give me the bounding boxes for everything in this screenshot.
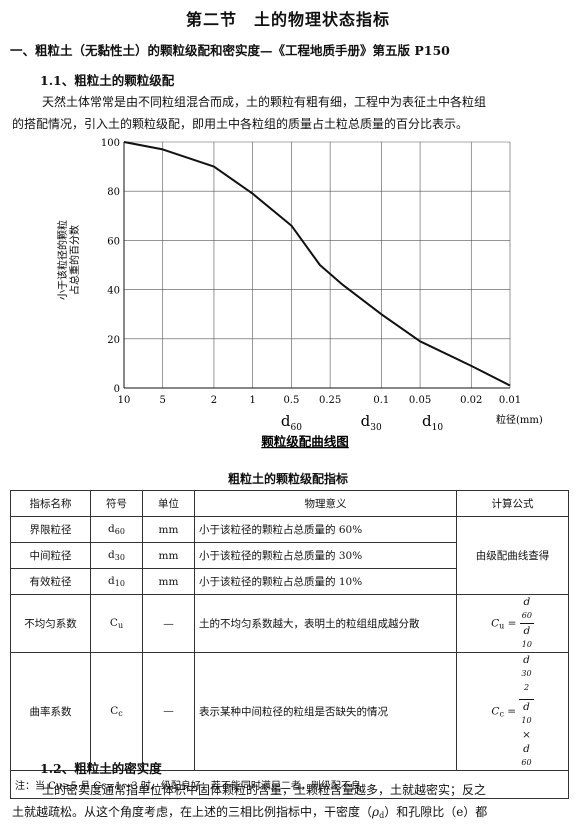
cell-name: 不均匀系数 (10, 594, 91, 653)
cell-meaning: 小于该粒径的颗粒占总质量的 30% (194, 542, 457, 569)
marker-d10-label: d10 (422, 412, 443, 433)
cell-unit: mm (142, 568, 195, 595)
table-title: 粗粒土的颗粒级配指标 (227, 472, 348, 486)
y-axis-label: 小于该粒径的颗粒 (56, 220, 69, 300)
formula-cc: Cc = d 30 2 d 10 × d 60 (456, 652, 569, 771)
paragraph-2-line-1: 土的密实度通常指单位体积中固体颗粒的含量，土颗粒含量越多，土就越密实；反之 (42, 783, 487, 797)
chart-title: 颗粒级配曲线图 (261, 434, 349, 449)
y-tick-label: 0 (114, 384, 120, 395)
cell-meaning: 小于该粒径的颗粒占总质量的 60% (194, 516, 457, 543)
cell-meaning: 小于该粒径的颗粒占总质量的 10% (194, 568, 457, 595)
cell-meaning: 表示某种中间粒径的粒组是否缺失的情况 (194, 652, 457, 771)
marker-subscript: 10 (432, 423, 444, 433)
heading-density: 1.2、粗粒土的密实度 (40, 761, 162, 776)
header-unit: 单位 (142, 490, 195, 517)
cell-symbol: d30 (90, 542, 143, 569)
gradation-curve-line (123, 141, 511, 387)
header-formula: 计算公式 (456, 490, 569, 517)
cell-unit: mm (142, 516, 195, 543)
y-tick-label: 20 (107, 335, 120, 346)
cell-symbol: d60 (90, 516, 143, 543)
x-tick-label: 10 (118, 395, 131, 406)
cell-name: 曲率系数 (10, 652, 91, 771)
table-row: 曲率系数 Cc — 表示某种中间粒径的粒组是否缺失的情况 Cc = d 30 2 d… (10, 652, 569, 771)
x-tick-label: 2 (211, 395, 217, 406)
heading-gradation: 1.1、粗粒土的颗粒级配 (40, 73, 175, 88)
y-tick-label: 40 (107, 286, 120, 297)
table-note: 注：当 Cu≥5 且 Cc=1～3 时，级配良好；若不能同时满足二者，则级配不良 (10, 769, 569, 799)
x-tick-label: 0.02 (460, 395, 482, 406)
marker-subscript: 30 (370, 423, 382, 433)
formula-cu: Cu = d 60 d 10 (456, 594, 569, 653)
cell-name: 中间粒径 (10, 542, 91, 569)
cell-symbol: Cc (90, 652, 143, 771)
paragraph-2-line-2: 土就越疏松。从这个角度考虑，在上述的三相比例指标中，干密度（ρd）和孔隙比（e）… (12, 805, 488, 820)
cell-formula-lookup: 由级配曲线查得 (456, 516, 569, 595)
marker-d30-label: d30 (361, 412, 382, 433)
marker-subscript: 60 (290, 423, 302, 433)
header-meaning: 物理意义 (194, 490, 457, 517)
cell-name: 有效粒径 (10, 568, 91, 595)
y-tick-label: 100 (101, 138, 120, 149)
table-row: 界限粒径 d60 mm 小于该粒径的颗粒占总质量的 60% 由级配曲线查得 (10, 516, 569, 595)
paragraph-1-line-2: 的搭配情况，引入土的颗粒级配，即用土中各粒组的质量占土粒总质量的百分比表示。 (12, 117, 469, 131)
gradation-index-table: 指标名称 符号 单位 物理意义 计算公式 界限粒径 d60 mm 小于该粒径的颗… (10, 490, 569, 799)
table-note-row: 注：当 Cu≥5 且 Cc=1～3 时，级配良好；若不能同时满足二者，则级配不良 (10, 769, 569, 799)
cell-symbol: d10 (90, 568, 143, 595)
section-title: 第二节 土的物理状态指标 (185, 10, 390, 29)
x-axis-label: 粒径(mm) (496, 413, 543, 426)
y-tick-label: 80 (107, 187, 120, 198)
header-symbol: 符号 (90, 490, 143, 517)
cell-unit: — (142, 652, 195, 771)
paragraph-1-line-1: 天然土体常常是由不同粒组混合而成，土的颗粒有粗有细，工程中为表征土中各粒组 (42, 95, 487, 109)
table-row: 中间粒径 d30 mm 小于该粒径的颗粒占总质量的 30% (10, 542, 569, 569)
marker-d60-label: d60 (281, 412, 302, 433)
cell-symbol: Cu (90, 594, 143, 653)
cell-unit: — (142, 594, 195, 653)
cell-meaning: 土的不均匀系数越大，表明土的粒组组成越分散 (194, 594, 457, 653)
x-tick-label: 0.25 (319, 395, 341, 406)
table-row: 有效粒径 d10 mm 小于该粒径的颗粒占总质量的 10% (10, 568, 569, 595)
x-tick-label: 0.1 (373, 395, 389, 406)
x-tick-label: 1 (249, 395, 255, 406)
x-tick-label: 0.5 (283, 395, 299, 406)
table-header-row: 指标名称 符号 单位 物理意义 计算公式 (10, 490, 569, 517)
y-axis-label: 占总重的百分数 (68, 225, 81, 295)
gradation-curve-chart: 0 20 40 60 80 100 10 5 2 1 0.5 0.25 0.1 0.05 0.02 0.01 d… (56, 138, 543, 449)
x-tick-label: 0.01 (499, 395, 521, 406)
header-name: 指标名称 (10, 490, 91, 517)
x-tick-label: 0.05 (409, 395, 431, 406)
cell-name: 界限粒径 (10, 516, 91, 543)
cell-unit: mm (142, 542, 195, 569)
heading-coarse-soil: 一、粗粒土（无黏性土）的颗粒级配和密实度—《工程地质手册》第五版 P150 (10, 43, 450, 58)
x-tick-label: 5 (160, 395, 166, 406)
y-tick-label: 60 (107, 236, 120, 247)
